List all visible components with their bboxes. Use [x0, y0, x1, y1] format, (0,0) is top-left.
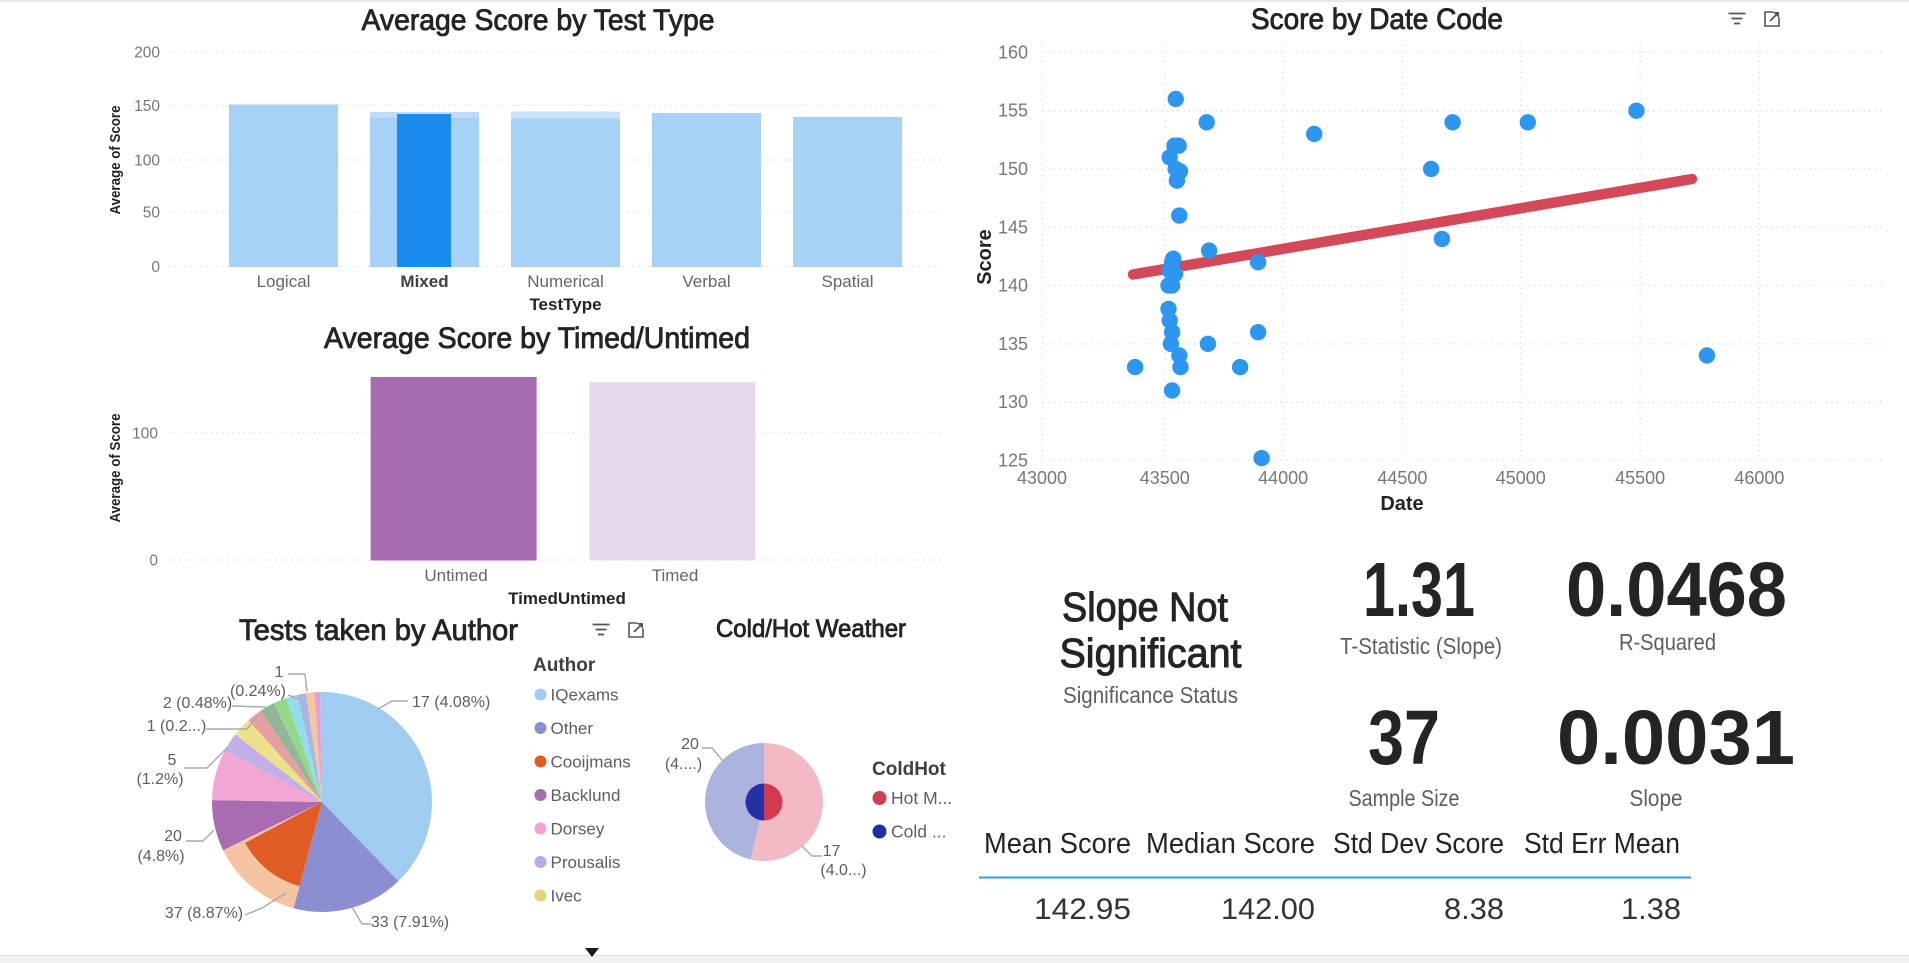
svg-text:T-Statistic (Slope): T-Statistic (Slope) — [1340, 633, 1502, 659]
svg-text:125: 125 — [998, 450, 1028, 470]
svg-text:(4.0...): (4.0...) — [820, 862, 866, 879]
svg-text:Hot M...: Hot M... — [891, 788, 952, 808]
svg-text:0.0468: 0.0468 — [1566, 547, 1787, 633]
svg-text:Author: Author — [533, 655, 596, 676]
svg-text:Cold ...: Cold ... — [891, 822, 946, 842]
svg-text:140: 140 — [998, 276, 1028, 296]
svg-text:1: 1 — [275, 664, 284, 681]
svg-text:1 (0.2...): 1 (0.2...) — [147, 718, 207, 735]
svg-text:Mixed: Mixed — [400, 272, 448, 291]
svg-text:200: 200 — [134, 45, 160, 62]
svg-text:Dorsey: Dorsey — [551, 820, 605, 839]
svg-text:Ivec: Ivec — [551, 887, 583, 906]
svg-text:37: 37 — [1368, 695, 1440, 781]
svg-text:46000: 46000 — [1734, 468, 1784, 488]
svg-text:(1.2%): (1.2%) — [136, 771, 183, 788]
svg-text:Std Dev Score: Std Dev Score — [1333, 828, 1504, 860]
svg-text:43500: 43500 — [1140, 468, 1190, 488]
svg-text:20: 20 — [681, 736, 699, 753]
svg-text:43000: 43000 — [1017, 468, 1067, 488]
svg-text:Mean Score: Mean Score — [984, 828, 1131, 860]
svg-text:20: 20 — [164, 828, 182, 845]
svg-text:2 (0.48%): 2 (0.48%) — [163, 695, 232, 712]
svg-text:0.0031: 0.0031 — [1557, 695, 1795, 781]
svg-text:Slope Not: Slope Not — [1062, 584, 1229, 630]
svg-text:1.38: 1.38 — [1621, 893, 1681, 926]
svg-text:Date: Date — [1380, 493, 1423, 515]
svg-text:17 (4.08%): 17 (4.08%) — [412, 694, 490, 711]
svg-text:Average Score by Test Type: Average Score by Test Type — [362, 4, 715, 37]
svg-text:(4....): (4....) — [665, 756, 702, 773]
svg-text:0: 0 — [149, 553, 158, 570]
svg-text:33 (7.91%): 33 (7.91%) — [371, 914, 449, 931]
svg-text:17: 17 — [823, 843, 841, 860]
svg-text:Significant: Significant — [1060, 630, 1243, 676]
svg-text:160: 160 — [998, 42, 1028, 62]
svg-text:142.00: 142.00 — [1221, 893, 1315, 926]
svg-text:130: 130 — [998, 392, 1028, 412]
svg-text:Std Err Mean: Std Err Mean — [1524, 828, 1680, 860]
svg-text:Numerical: Numerical — [527, 272, 604, 291]
svg-text:Average of Score: Average of Score — [107, 414, 124, 523]
svg-text:145: 145 — [998, 217, 1028, 237]
svg-text:Other: Other — [551, 719, 594, 738]
svg-text:Untimed: Untimed — [424, 566, 487, 585]
svg-text:Score: Score — [974, 229, 996, 285]
svg-text:(4.8%): (4.8%) — [137, 848, 184, 865]
svg-text:150: 150 — [134, 98, 160, 115]
svg-text:Verbal: Verbal — [682, 272, 730, 291]
svg-text:IQexams: IQexams — [551, 686, 619, 705]
svg-text:100: 100 — [134, 153, 160, 170]
svg-text:150: 150 — [998, 159, 1028, 179]
svg-text:TestType: TestType — [529, 295, 601, 314]
svg-text:Spatial: Spatial — [822, 272, 874, 291]
svg-text:45500: 45500 — [1615, 468, 1665, 488]
svg-text:Sample Size: Sample Size — [1349, 785, 1460, 811]
svg-text:8.38: 8.38 — [1444, 893, 1504, 926]
svg-text:Slope: Slope — [1630, 785, 1683, 811]
svg-text:Cold/Hot Weather: Cold/Hot Weather — [716, 615, 906, 643]
svg-text:Timed: Timed — [652, 566, 699, 585]
svg-text:44000: 44000 — [1258, 468, 1308, 488]
svg-text:45000: 45000 — [1496, 468, 1546, 488]
svg-text:155: 155 — [998, 101, 1028, 121]
svg-text:142.95: 142.95 — [1034, 893, 1131, 926]
svg-text:R-Squared: R-Squared — [1619, 629, 1716, 655]
svg-text:100: 100 — [132, 426, 158, 443]
svg-text:1.31: 1.31 — [1363, 547, 1475, 633]
svg-text:Cooijmans: Cooijmans — [551, 753, 631, 772]
svg-text:135: 135 — [998, 334, 1028, 354]
svg-text:Average Score by Timed/Untimed: Average Score by Timed/Untimed — [324, 322, 750, 355]
svg-text:50: 50 — [143, 205, 161, 222]
svg-text:Average of Score: Average of Score — [107, 106, 124, 215]
svg-text:Logical: Logical — [257, 272, 311, 291]
svg-text:37 (8.87%): 37 (8.87%) — [165, 905, 243, 922]
svg-text:ColdHot: ColdHot — [872, 759, 947, 780]
svg-text:Significance Status: Significance Status — [1063, 682, 1238, 708]
svg-text:44500: 44500 — [1377, 468, 1427, 488]
svg-text:Tests taken by Author: Tests taken by Author — [239, 614, 518, 647]
svg-text:Score by Date Code: Score by Date Code — [1251, 3, 1503, 36]
svg-text:Prousalis: Prousalis — [551, 853, 621, 872]
svg-text:(0.24%): (0.24%) — [230, 683, 286, 700]
svg-text:5: 5 — [168, 752, 177, 769]
svg-text:Median Score: Median Score — [1146, 828, 1315, 860]
svg-text:0: 0 — [151, 259, 160, 276]
svg-text:Backlund: Backlund — [551, 786, 621, 805]
svg-text:TimedUntimed: TimedUntimed — [508, 589, 626, 608]
